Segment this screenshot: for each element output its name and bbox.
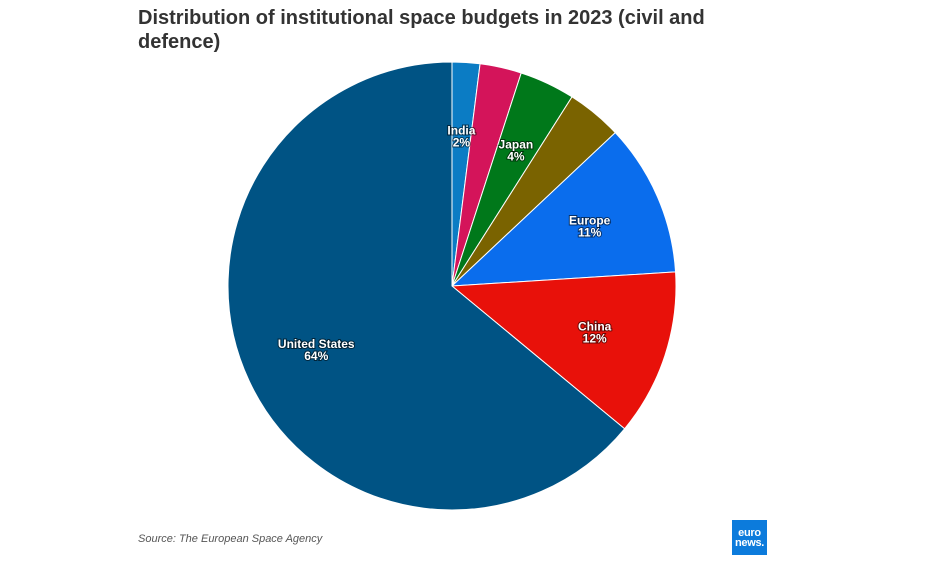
slice-label-value: 11%: [578, 225, 602, 239]
slice-label-value: 64%: [304, 349, 328, 363]
logo-line-1: euro: [738, 527, 761, 539]
slice-label-name: India: [447, 123, 475, 137]
slice-label-name: United States: [278, 337, 355, 351]
slice-label-india: India 2%: [447, 123, 475, 149]
pie-slices: [227, 61, 677, 511]
pie-labels: India 2% Japan 4% Europe 11% China 12% United St…: [277, 122, 613, 364]
slice-label-value: 4%: [507, 149, 525, 163]
slice-label-name: China: [578, 319, 612, 333]
euronews-logo: euro news.: [732, 520, 767, 555]
pie-slice-china: [450, 271, 677, 430]
slice-label-japan: Japan 4%: [499, 137, 534, 163]
slice-label-value: 12%: [583, 331, 607, 345]
slice-label-united-states: United States 64%: [278, 337, 355, 363]
slice-label-china: China 12%: [578, 319, 612, 345]
slice-label-europe: Europe 11%: [569, 213, 611, 239]
slice-label-name: Europe: [569, 213, 611, 227]
chart-title: Distribution of institutional space budg…: [138, 7, 705, 53]
logo-line-2: news.: [734, 537, 765, 549]
pie-slice-united-states: [227, 61, 626, 511]
pie-slice-europe: [450, 131, 677, 287]
source-note: Source: The European Space Agency: [138, 533, 323, 545]
slice-label-name: Japan: [499, 137, 534, 151]
slice-label-value: 2%: [453, 135, 471, 149]
